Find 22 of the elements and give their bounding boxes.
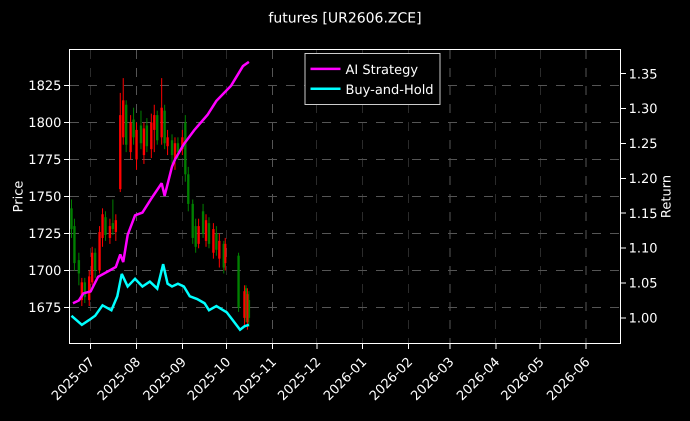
- y2-tick-label: 1.25: [628, 137, 658, 152]
- y2-tick-label: 1.00: [628, 311, 658, 326]
- y2-tick-label: 1.30: [628, 102, 658, 118]
- y-tick-label: 1775: [28, 153, 62, 168]
- y2-tick-label: 1.05: [628, 276, 658, 292]
- line-series: [70, 262, 250, 331]
- y-tick-label: 1675: [28, 301, 62, 316]
- line-series: [72, 60, 250, 304]
- y2-axis-title: Return: [660, 174, 675, 218]
- y-axis-title: Price: [11, 180, 26, 212]
- y-tick-label: 1725: [28, 227, 62, 242]
- y-tick-label: 1700: [28, 264, 62, 280]
- y-tick-label: 1800: [28, 116, 62, 132]
- y-tick-label: 1825: [28, 79, 62, 94]
- y2-tick-label: 1.35: [628, 67, 658, 82]
- y-tick-label: 1750: [28, 190, 62, 206]
- y2-tick-label: 1.10: [628, 242, 658, 257]
- legend-label: Buy-and-Hold: [346, 82, 434, 98]
- legend-label: AI Strategy: [346, 62, 418, 78]
- chart-title: futures [UR2606.ZCE]: [268, 10, 422, 26]
- y2-tick-label: 1.15: [628, 206, 658, 222]
- y2-tick-label: 1.20: [628, 172, 658, 187]
